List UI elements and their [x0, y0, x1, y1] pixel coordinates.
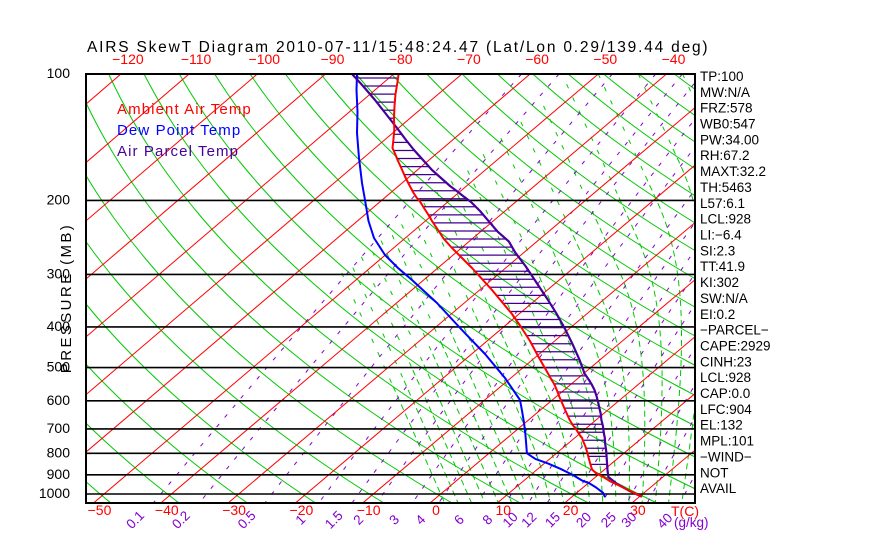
svg-text:MW:N/A: MW:N/A — [700, 85, 750, 100]
svg-text:−30: −30 — [222, 502, 246, 518]
svg-text:−90: −90 — [321, 51, 345, 67]
svg-text:300: 300 — [47, 265, 71, 281]
svg-text:TP:100: TP:100 — [700, 69, 744, 84]
svg-text:100: 100 — [47, 65, 71, 81]
svg-text:−120: −120 — [112, 51, 144, 67]
svg-text:CAPE:2929: CAPE:2929 — [700, 339, 771, 354]
svg-text:1000: 1000 — [39, 485, 70, 501]
svg-text:30: 30 — [630, 502, 646, 518]
svg-text:WB0:547: WB0:547 — [700, 117, 756, 132]
svg-text:(g/kg): (g/kg) — [674, 515, 709, 530]
svg-text:−50: −50 — [88, 502, 112, 518]
svg-text:CINH:23: CINH:23 — [700, 354, 752, 369]
svg-text:PW:34.00: PW:34.00 — [700, 132, 759, 147]
svg-text:LCL:928: LCL:928 — [700, 212, 751, 227]
svg-text:LI:−6.4: LI:−6.4 — [700, 228, 742, 243]
svg-text:−110: −110 — [181, 51, 212, 67]
svg-text:10: 10 — [496, 502, 512, 518]
svg-text:T(C): T(C) — [671, 503, 699, 519]
svg-text:AVAIL: AVAIL — [700, 481, 737, 496]
svg-text:−40: −40 — [155, 502, 179, 518]
svg-text:−80: −80 — [389, 51, 413, 67]
svg-text:CAP:0.0: CAP:0.0 — [700, 386, 750, 401]
svg-text:−PARCEL−: −PARCEL− — [700, 323, 769, 338]
svg-text:0: 0 — [432, 502, 440, 518]
svg-text:RH:67.2: RH:67.2 — [700, 148, 750, 163]
svg-text:−50: −50 — [593, 51, 617, 67]
svg-text:NOT: NOT — [700, 465, 729, 480]
svg-text:Ambient Air Temp: Ambient Air Temp — [117, 101, 252, 118]
svg-text:FRZ:578: FRZ:578 — [700, 101, 753, 116]
svg-text:−10: −10 — [357, 502, 381, 518]
svg-text:Air Parcel Temp: Air Parcel Temp — [117, 143, 239, 160]
svg-text:−20: −20 — [290, 502, 314, 518]
svg-text:800: 800 — [47, 444, 71, 460]
svg-text:500: 500 — [47, 359, 71, 375]
svg-text:600: 600 — [47, 392, 71, 408]
svg-text:SI:2.3: SI:2.3 — [700, 243, 735, 258]
svg-text:200: 200 — [47, 191, 71, 207]
svg-text:20: 20 — [563, 502, 579, 518]
svg-text:TH:5463: TH:5463 — [700, 180, 752, 195]
svg-text:−60: −60 — [525, 51, 549, 67]
svg-text:L57:6.1: L57:6.1 — [700, 196, 745, 211]
svg-text:400: 400 — [47, 318, 71, 334]
svg-text:LFC:904: LFC:904 — [700, 402, 752, 417]
svg-text:900: 900 — [47, 466, 71, 482]
svg-text:EI:0.2: EI:0.2 — [700, 307, 735, 322]
svg-text:EL:132: EL:132 — [700, 418, 743, 433]
svg-text:MAXT:32.2: MAXT:32.2 — [700, 164, 766, 179]
svg-text:−100: −100 — [249, 51, 281, 67]
svg-text:MPL:101: MPL:101 — [700, 434, 754, 449]
svg-text:Dew Point Temp: Dew Point Temp — [117, 122, 241, 139]
svg-text:−70: −70 — [457, 51, 481, 67]
svg-text:LCL:928: LCL:928 — [700, 370, 751, 385]
svg-text:SW:N/A: SW:N/A — [700, 291, 748, 306]
svg-text:700: 700 — [47, 420, 71, 436]
svg-text:KI:302: KI:302 — [700, 275, 739, 290]
svg-text:TT:41.9: TT:41.9 — [700, 259, 745, 274]
svg-text:−40: −40 — [662, 51, 686, 67]
svg-text:AIRS SkewT Diagram 2010-07-11/: AIRS SkewT Diagram 2010-07-11/15:48:24.4… — [87, 39, 709, 56]
svg-text:PRESSURE (MB): PRESSURE (MB) — [58, 223, 75, 373]
svg-text:−WIND−: −WIND− — [700, 449, 752, 464]
